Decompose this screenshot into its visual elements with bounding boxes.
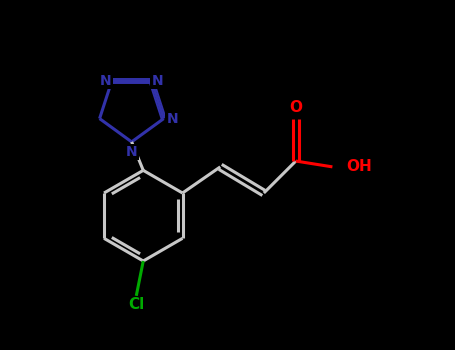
Text: OH: OH xyxy=(346,159,372,174)
Text: N: N xyxy=(152,74,163,88)
Text: N: N xyxy=(126,145,137,159)
Text: N: N xyxy=(167,112,178,126)
Text: Cl: Cl xyxy=(128,297,144,312)
Text: N: N xyxy=(100,74,112,88)
Text: O: O xyxy=(289,100,302,115)
